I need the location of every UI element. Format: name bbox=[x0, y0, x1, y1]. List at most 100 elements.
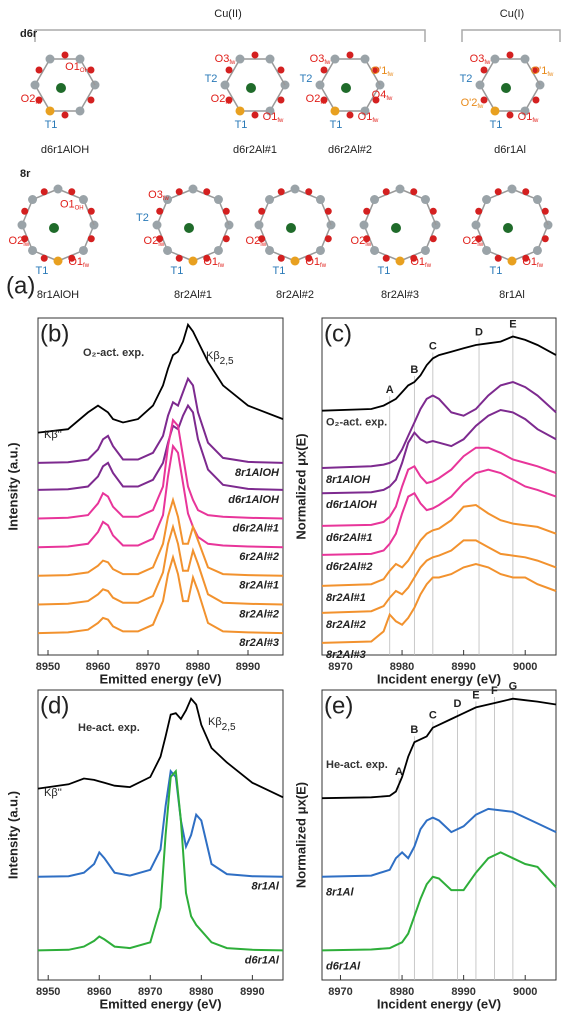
spectrum-line bbox=[37, 417, 284, 520]
series-label: 8r1Al bbox=[326, 887, 354, 899]
atom-o bbox=[494, 188, 502, 196]
y-axis-label: Intensity (a.u.) bbox=[5, 791, 20, 879]
atom-t bbox=[475, 80, 485, 90]
annotation-main: Kβ bbox=[208, 716, 222, 728]
atom-label-sub: fw bbox=[365, 242, 372, 248]
atom-t bbox=[360, 54, 370, 64]
atom-o bbox=[175, 188, 183, 196]
atom-label-main: O2 bbox=[21, 93, 36, 105]
spectrum-line bbox=[321, 408, 557, 495]
y-axis-label: Intensity (a.u.) bbox=[5, 442, 20, 530]
annotation-main: Kβ bbox=[206, 350, 220, 362]
atom-label-main: O3 bbox=[310, 53, 325, 65]
bond bbox=[224, 84, 241, 112]
atom-o bbox=[522, 254, 530, 262]
atom-cu bbox=[286, 223, 296, 233]
structure-name: 8r2Al#3 bbox=[381, 289, 419, 301]
bond bbox=[479, 58, 496, 86]
atom-t bbox=[78, 245, 88, 255]
atom-o bbox=[494, 254, 502, 262]
atom-label-main: O'1 bbox=[531, 65, 548, 77]
marker-label: B bbox=[410, 364, 418, 376]
atom-t bbox=[359, 220, 369, 230]
atom-label-main: O1 bbox=[358, 111, 373, 123]
atom-o bbox=[363, 235, 371, 243]
atom-label-main: T1 bbox=[45, 119, 58, 131]
atom-o bbox=[35, 66, 43, 74]
atom-label-sub: fw bbox=[372, 118, 379, 124]
atom-t bbox=[360, 106, 370, 116]
atom-label-main: O1 bbox=[65, 61, 80, 73]
atom-label: T1 bbox=[35, 265, 48, 277]
atom-o bbox=[87, 66, 95, 74]
atom-t bbox=[265, 245, 275, 255]
atom-t bbox=[420, 195, 430, 205]
atom-o bbox=[324, 207, 332, 215]
atom-cu bbox=[246, 83, 256, 93]
atom-label-main: O2 bbox=[144, 235, 159, 247]
atom-o bbox=[222, 207, 230, 215]
atom-o bbox=[410, 188, 418, 196]
atom-label-sub: OH bbox=[75, 205, 84, 211]
y-axis-label: Normalized μx(E) bbox=[293, 782, 308, 888]
atom-label-main: O3 bbox=[470, 53, 485, 65]
atom-label: O2fw bbox=[246, 235, 267, 248]
atom-o bbox=[225, 96, 233, 104]
atom-label-main: T1 bbox=[377, 265, 390, 277]
atom-o bbox=[251, 51, 259, 59]
atom-label: T1 bbox=[377, 265, 390, 277]
panel-label: (e) bbox=[324, 692, 353, 719]
panel-label: (c) bbox=[324, 320, 352, 347]
atom-t bbox=[163, 245, 173, 255]
atom-o bbox=[532, 96, 540, 104]
atom-label-main: T1 bbox=[490, 119, 503, 131]
atom-o bbox=[522, 188, 530, 196]
atom-o bbox=[251, 111, 259, 119]
spectrum-line bbox=[321, 562, 557, 644]
series-label: 8r2Al#3 bbox=[239, 637, 279, 649]
atom-label-main: O2 bbox=[463, 235, 478, 247]
atom-label: O'1fw bbox=[371, 65, 394, 78]
annotation-main: Kβ'' bbox=[44, 787, 62, 799]
spectrum-line bbox=[321, 335, 557, 412]
bond bbox=[224, 58, 241, 86]
atom-o bbox=[222, 235, 230, 243]
annotation-main: Kβ'' bbox=[44, 429, 62, 441]
bond bbox=[364, 84, 381, 112]
atom-label-sub: fw bbox=[477, 242, 484, 248]
atom-label-main: O1 bbox=[410, 256, 425, 268]
atom-label: T1 bbox=[272, 265, 285, 277]
structure-name: 8r1AlOH bbox=[37, 289, 79, 301]
atom-t bbox=[290, 184, 300, 194]
series-label: O₂-act. exp. bbox=[326, 417, 387, 429]
atom-label: O1fw bbox=[518, 111, 539, 124]
spectrum-line bbox=[321, 807, 557, 878]
atom-o bbox=[382, 254, 390, 262]
atom-o bbox=[346, 51, 354, 59]
atom-t bbox=[28, 245, 38, 255]
atom-label-sub: fw bbox=[225, 100, 232, 106]
atom-label: T2 bbox=[460, 73, 473, 85]
atom-t bbox=[254, 220, 264, 230]
atom-t bbox=[520, 54, 530, 64]
atom-label-main: O1 bbox=[263, 111, 278, 123]
spectrum-line bbox=[37, 322, 284, 434]
atom-label: T1 bbox=[235, 119, 248, 131]
atom-label-sub: fw bbox=[386, 96, 393, 102]
atom-label: O3fw bbox=[215, 53, 236, 66]
x-axis-label: Emitted energy (eV) bbox=[99, 996, 221, 1011]
x-axis-label: Emitted energy (eV) bbox=[99, 671, 221, 686]
atom-label-main: O1 bbox=[60, 198, 75, 210]
atom-label: O2fw bbox=[211, 93, 232, 106]
x-tick-label: 8970 bbox=[328, 661, 352, 673]
atom-label-main: O4 bbox=[372, 89, 387, 101]
atom-o bbox=[480, 66, 488, 74]
atom-label-main: T1 bbox=[489, 265, 502, 277]
atom-t bbox=[265, 54, 275, 64]
atom-label-main: T1 bbox=[330, 119, 343, 131]
atom-o bbox=[87, 207, 95, 215]
ring-label: d6r bbox=[20, 28, 38, 40]
x-tick-label: 8990 bbox=[240, 986, 264, 998]
atom-label-main: T1 bbox=[272, 265, 285, 277]
